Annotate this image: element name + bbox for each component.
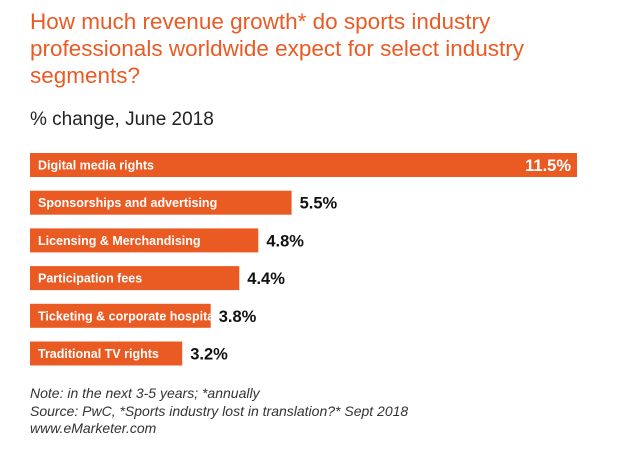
category-label-ticketing-and-corporate-hospitality: Ticketing & corporate hospitality (38, 309, 232, 323)
source-text: Source: PwC, *Sports industry lost in tr… (30, 402, 409, 419)
value-label-digital-media-rights: 11.5% (525, 157, 571, 175)
chart-title: How much revenue growth* do sports indus… (30, 9, 524, 88)
bar-licensing-and-merchandising (30, 228, 259, 253)
site-text: www.eMarketer.com (30, 420, 157, 436)
bar-sponsorships-and-advertising (30, 190, 292, 215)
note-text: Note: in the next 3-5 years; *annually (30, 385, 260, 401)
value-label-sponsorships-and-advertising: 5.5% (300, 195, 338, 213)
category-label-digital-media-rights: Digital media rights (38, 159, 154, 173)
category-label-licensing-and-merchandising: Licensing & Merchandising (38, 234, 201, 248)
chart-notes: Note: in the next 3-5 years; *annually S… (30, 385, 408, 438)
category-label-traditional-tv-rights: Traditional TV rights (38, 347, 159, 361)
value-label-ticketing-and-corporate-hospitality: 3.8% (219, 308, 257, 326)
bar-ticketing-and-corporate-hospitality (30, 303, 211, 328)
category-label-sponsorships-and-advertising: Sponsorships and advertising (38, 196, 217, 210)
value-label-licensing-and-merchandising: 4.8% (266, 232, 304, 250)
bar-digital-media-rights (30, 153, 577, 177)
value-label-traditional-tv-rights: 3.2% (190, 346, 228, 364)
bar-chart: Digital media rights 11.5% Sponsorships an… (30, 153, 577, 366)
value-label-participation-fees: 4.4% (247, 270, 285, 288)
bar-traditional-tv-rights (30, 341, 183, 366)
chart-subtitle: % change, June 2018 (30, 109, 214, 130)
bar-participation-fees (30, 266, 240, 291)
category-label-participation-fees: Participation fees (38, 272, 142, 286)
